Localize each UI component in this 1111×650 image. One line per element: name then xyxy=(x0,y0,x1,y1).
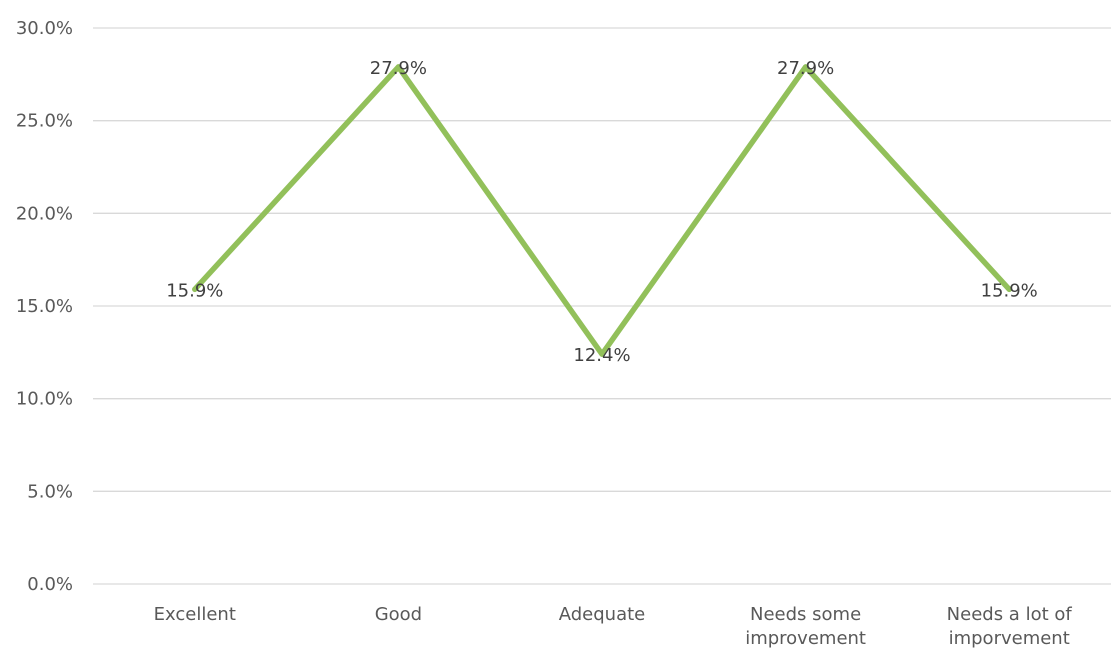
series-line-group xyxy=(192,64,1012,357)
data-label: 27.9% xyxy=(370,58,427,79)
data-point xyxy=(1006,286,1012,292)
data-point xyxy=(192,286,198,292)
data-label: 12.4% xyxy=(573,345,630,366)
series-line xyxy=(192,64,1012,357)
x-category-label: imporvement xyxy=(949,628,1070,649)
x-category-label: Adequate xyxy=(559,604,646,625)
y-tick-label: 25.0% xyxy=(16,111,73,132)
x-category-label: Needs some xyxy=(750,604,861,625)
y-tick-label: 15.0% xyxy=(16,296,73,317)
y-tick-label: 10.0% xyxy=(16,389,73,410)
data-label: 15.9% xyxy=(166,280,223,301)
x-category-label: improvement xyxy=(745,628,866,649)
data-point xyxy=(803,64,809,70)
x-category-label: Good xyxy=(375,604,422,625)
data-label: 15.9% xyxy=(981,280,1038,301)
data-label: 27.9% xyxy=(777,58,834,79)
gridlines xyxy=(93,27,1111,585)
y-tick-label: 20.0% xyxy=(16,203,73,224)
y-tick-label: 5.0% xyxy=(27,481,73,502)
y-tick-label: 30.0% xyxy=(16,18,73,39)
data-point xyxy=(395,64,401,70)
data-point xyxy=(599,351,605,357)
x-category-label: Needs a lot of xyxy=(947,604,1073,625)
y-tick-label: 0.0% xyxy=(27,574,73,595)
x-axis-categories: Excellent Good Adequate Needs some improveme… xyxy=(154,604,1073,649)
data-labels: 15.9% 27.9% 12.4% 27.9% 15.9% xyxy=(166,58,1038,366)
y-axis-ticks: 0.0% 5.0% 10.0% 15.0% 20.0% 25.0% 30.0% xyxy=(16,18,73,595)
x-category-label: Excellent xyxy=(154,604,236,625)
